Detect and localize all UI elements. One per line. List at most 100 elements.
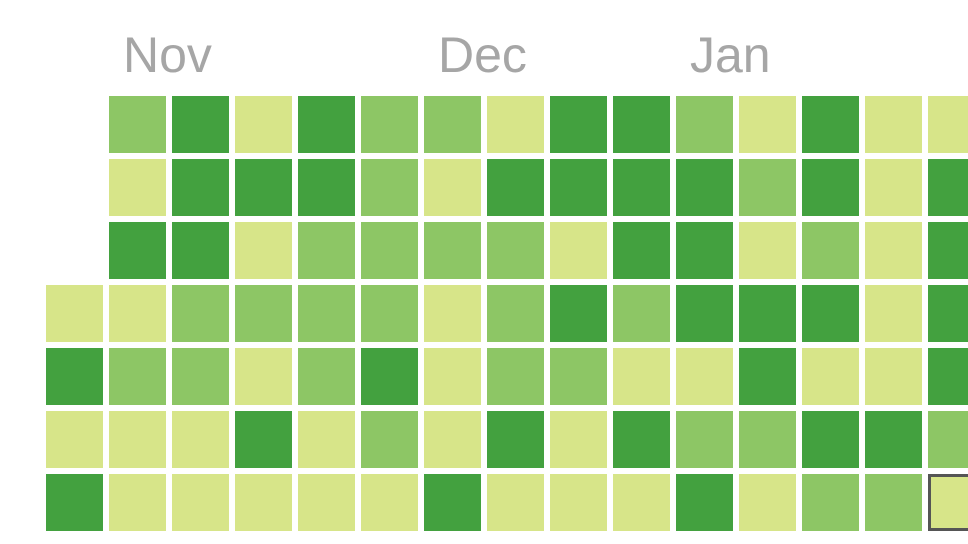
heatmap-cell-w14-d3[interactable] bbox=[928, 285, 968, 342]
heatmap-cell-w11-d6[interactable] bbox=[739, 474, 796, 531]
heatmap-cell-w8-d3[interactable] bbox=[550, 285, 607, 342]
heatmap-cell-w14-d1[interactable] bbox=[928, 159, 968, 216]
heatmap-cell-w12-d4[interactable] bbox=[802, 348, 859, 405]
heatmap-cell-w8-d6[interactable] bbox=[550, 474, 607, 531]
heatmap-cell-w7-d1[interactable] bbox=[487, 159, 544, 216]
heatmap-cell-w0-d3[interactable] bbox=[46, 285, 103, 342]
heatmap-cell-w14-d2[interactable] bbox=[928, 222, 968, 279]
heatmap-cell-w1-d0[interactable] bbox=[109, 96, 166, 153]
heatmap-cell-w2-d4[interactable] bbox=[172, 348, 229, 405]
heatmap-cell-w10-d4[interactable] bbox=[676, 348, 733, 405]
heatmap-cell-w5-d5[interactable] bbox=[361, 411, 418, 468]
heatmap-cell-w6-d3[interactable] bbox=[424, 285, 481, 342]
heatmap-cell-w2-d2[interactable] bbox=[172, 222, 229, 279]
heatmap-cell-w3-d0[interactable] bbox=[235, 96, 292, 153]
heatmap-cell-w14-d4[interactable] bbox=[928, 348, 968, 405]
heatmap-cell-w8-d1[interactable] bbox=[550, 159, 607, 216]
heatmap-cell-w4-d3[interactable] bbox=[298, 285, 355, 342]
heatmap-cell-w12-d5[interactable] bbox=[802, 411, 859, 468]
heatmap-cell-w12-d3[interactable] bbox=[802, 285, 859, 342]
heatmap-cell-w7-d2[interactable] bbox=[487, 222, 544, 279]
heatmap-cell-w12-d2[interactable] bbox=[802, 222, 859, 279]
heatmap-cell-w13-d5[interactable] bbox=[865, 411, 922, 468]
heatmap-cell-w11-d3[interactable] bbox=[739, 285, 796, 342]
heatmap-cell-w14-d0[interactable] bbox=[928, 96, 968, 153]
heatmap-cell-w12-d6[interactable] bbox=[802, 474, 859, 531]
heatmap-cell-w13-d0[interactable] bbox=[865, 96, 922, 153]
heatmap-cell-w7-d6[interactable] bbox=[487, 474, 544, 531]
heatmap-cell-w13-d1[interactable] bbox=[865, 159, 922, 216]
heatmap-cell-w6-d2[interactable] bbox=[424, 222, 481, 279]
heatmap-cell-w3-d2[interactable] bbox=[235, 222, 292, 279]
heatmap-cell-w10-d3[interactable] bbox=[676, 285, 733, 342]
heatmap-cell-w5-d1[interactable] bbox=[361, 159, 418, 216]
heatmap-cell-w6-d0[interactable] bbox=[424, 96, 481, 153]
heatmap-cell-w4-d4[interactable] bbox=[298, 348, 355, 405]
heatmap-cell-w13-d4[interactable] bbox=[865, 348, 922, 405]
heatmap-cell-w2-d0[interactable] bbox=[172, 96, 229, 153]
heatmap-cell-w3-d3[interactable] bbox=[235, 285, 292, 342]
heatmap-cell-w3-d4[interactable] bbox=[235, 348, 292, 405]
heatmap-cell-w1-d4[interactable] bbox=[109, 348, 166, 405]
heatmap-cell-w10-d0[interactable] bbox=[676, 96, 733, 153]
heatmap-cell-w3-d1[interactable] bbox=[235, 159, 292, 216]
heatmap-cell-w0-d6[interactable] bbox=[46, 474, 103, 531]
heatmap-cell-w8-d5[interactable] bbox=[550, 411, 607, 468]
heatmap-cell-w2-d6[interactable] bbox=[172, 474, 229, 531]
heatmap-cell-w12-d0[interactable] bbox=[802, 96, 859, 153]
heatmap-cell-w1-d6[interactable] bbox=[109, 474, 166, 531]
heatmap-cell-w9-d3[interactable] bbox=[613, 285, 670, 342]
heatmap-cell-w9-d1[interactable] bbox=[613, 159, 670, 216]
heatmap-cell-w8-d4[interactable] bbox=[550, 348, 607, 405]
heatmap-cell-w2-d3[interactable] bbox=[172, 285, 229, 342]
heatmap-cell-w7-d0[interactable] bbox=[487, 96, 544, 153]
heatmap-cell-w1-d5[interactable] bbox=[109, 411, 166, 468]
heatmap-cell-w14-d5[interactable] bbox=[928, 411, 968, 468]
heatmap-cell-w11-d2[interactable] bbox=[739, 222, 796, 279]
heatmap-cell-w3-d5[interactable] bbox=[235, 411, 292, 468]
heatmap-cell-w13-d3[interactable] bbox=[865, 285, 922, 342]
heatmap-cell-w9-d5[interactable] bbox=[613, 411, 670, 468]
heatmap-cell-w12-d1[interactable] bbox=[802, 159, 859, 216]
heatmap-cell-w5-d3[interactable] bbox=[361, 285, 418, 342]
heatmap-cell-w1-d1[interactable] bbox=[109, 159, 166, 216]
heatmap-cell-w1-d2[interactable] bbox=[109, 222, 166, 279]
heatmap-cell-w7-d4[interactable] bbox=[487, 348, 544, 405]
heatmap-cell-w6-d5[interactable] bbox=[424, 411, 481, 468]
heatmap-cell-w0-d5[interactable] bbox=[46, 411, 103, 468]
heatmap-cell-w7-d5[interactable] bbox=[487, 411, 544, 468]
heatmap-cell-w9-d0[interactable] bbox=[613, 96, 670, 153]
heatmap-cell-w10-d2[interactable] bbox=[676, 222, 733, 279]
heatmap-cell-w13-d2[interactable] bbox=[865, 222, 922, 279]
heatmap-cell-w5-d0[interactable] bbox=[361, 96, 418, 153]
heatmap-cell-w13-d6[interactable] bbox=[865, 474, 922, 531]
heatmap-cell-w6-d6[interactable] bbox=[424, 474, 481, 531]
heatmap-cell-w11-d4[interactable] bbox=[739, 348, 796, 405]
heatmap-cell-w1-d3[interactable] bbox=[109, 285, 166, 342]
heatmap-cell-w4-d0[interactable] bbox=[298, 96, 355, 153]
heatmap-cell-w4-d6[interactable] bbox=[298, 474, 355, 531]
heatmap-cell-w10-d5[interactable] bbox=[676, 411, 733, 468]
heatmap-cell-w5-d6[interactable] bbox=[361, 474, 418, 531]
heatmap-cell-w2-d1[interactable] bbox=[172, 159, 229, 216]
heatmap-cell-w3-d6[interactable] bbox=[235, 474, 292, 531]
heatmap-cell-w10-d1[interactable] bbox=[676, 159, 733, 216]
heatmap-cell-w6-d1[interactable] bbox=[424, 159, 481, 216]
heatmap-cell-w5-d4[interactable] bbox=[361, 348, 418, 405]
heatmap-cell-w14-d6[interactable] bbox=[928, 474, 968, 531]
heatmap-cell-w8-d0[interactable] bbox=[550, 96, 607, 153]
heatmap-cell-w11-d0[interactable] bbox=[739, 96, 796, 153]
heatmap-cell-w7-d3[interactable] bbox=[487, 285, 544, 342]
heatmap-cell-w8-d2[interactable] bbox=[550, 222, 607, 279]
heatmap-cell-w4-d5[interactable] bbox=[298, 411, 355, 468]
heatmap-cell-w0-d4[interactable] bbox=[46, 348, 103, 405]
heatmap-cell-w10-d6[interactable] bbox=[676, 474, 733, 531]
heatmap-cell-w11-d5[interactable] bbox=[739, 411, 796, 468]
heatmap-cell-w9-d2[interactable] bbox=[613, 222, 670, 279]
heatmap-cell-w9-d4[interactable] bbox=[613, 348, 670, 405]
heatmap-cell-w9-d6[interactable] bbox=[613, 474, 670, 531]
heatmap-cell-w5-d2[interactable] bbox=[361, 222, 418, 279]
heatmap-cell-w4-d1[interactable] bbox=[298, 159, 355, 216]
heatmap-cell-w4-d2[interactable] bbox=[298, 222, 355, 279]
heatmap-cell-w6-d4[interactable] bbox=[424, 348, 481, 405]
